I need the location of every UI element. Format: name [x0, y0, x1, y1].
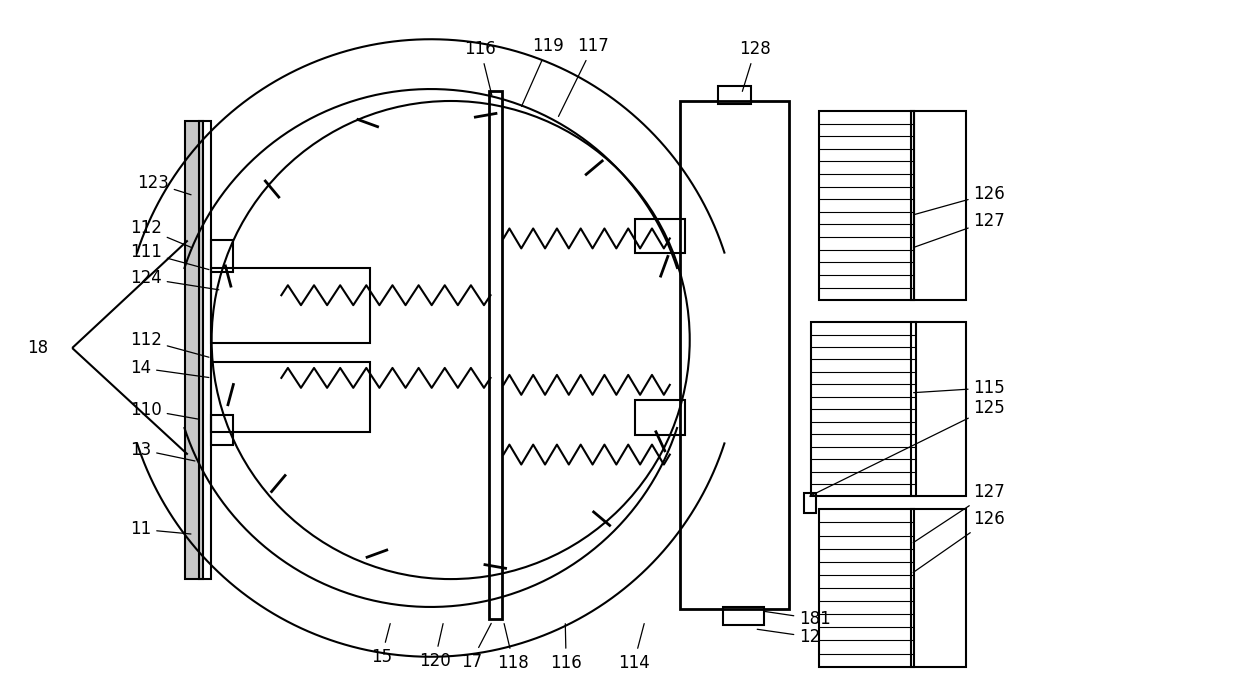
Bar: [819, 510, 914, 667]
Bar: [634, 219, 685, 254]
Text: 181: 181: [764, 610, 831, 628]
Text: 124: 124: [130, 269, 219, 290]
Text: 127: 127: [913, 484, 1005, 543]
Bar: [722, 607, 764, 625]
Bar: [911, 322, 965, 496]
Text: 112: 112: [130, 220, 191, 247]
Bar: [717, 86, 752, 104]
Text: 15: 15: [370, 624, 392, 666]
Text: 110: 110: [130, 401, 199, 419]
Bar: [185, 121, 203, 579]
Text: 127: 127: [913, 211, 1005, 247]
Bar: [211, 240, 233, 273]
Text: 125: 125: [810, 399, 1005, 496]
Text: 120: 120: [419, 624, 451, 670]
Text: 126: 126: [913, 185, 1005, 215]
Text: 12: 12: [757, 628, 820, 646]
Text: 126: 126: [913, 510, 1005, 572]
Text: 116: 116: [465, 40, 497, 95]
Bar: [911, 510, 965, 667]
Bar: [488, 91, 503, 619]
Text: 13: 13: [130, 441, 195, 461]
Bar: [211, 268, 370, 343]
Text: 114: 114: [618, 624, 649, 672]
Bar: [634, 400, 685, 435]
Text: 17: 17: [461, 623, 491, 671]
Text: 14: 14: [130, 359, 209, 378]
Text: 111: 111: [130, 243, 209, 270]
Text: 119: 119: [522, 37, 564, 107]
Text: 123: 123: [138, 174, 191, 194]
Text: 115: 115: [913, 379, 1005, 397]
Text: 116: 116: [550, 624, 582, 672]
Bar: [680, 101, 789, 609]
Bar: [804, 493, 817, 513]
Text: 18: 18: [27, 339, 48, 357]
Text: 11: 11: [130, 520, 191, 538]
Text: 118: 118: [498, 624, 529, 672]
Bar: [211, 415, 233, 445]
Text: 128: 128: [740, 40, 771, 91]
Bar: [211, 362, 370, 431]
Text: 117: 117: [559, 37, 608, 116]
Bar: [198, 121, 211, 579]
Bar: [911, 111, 965, 300]
Text: 112: 112: [130, 331, 209, 358]
Bar: [819, 111, 914, 300]
Bar: [812, 322, 916, 496]
